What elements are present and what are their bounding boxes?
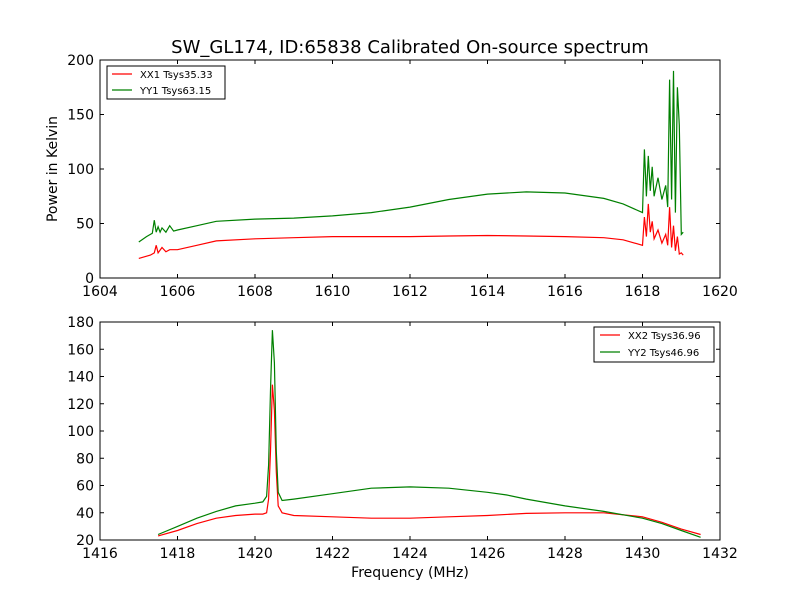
bottom-plot-xlabel: Frequency (MHz): [351, 565, 469, 581]
bottom-plot-series-lines: [157, 330, 701, 538]
bottom-xtick-label: 1416: [82, 546, 118, 562]
top-series-line-1: [138, 70, 684, 243]
bottom-ytick-label: 40: [76, 506, 94, 522]
top-xtick-label: 1616: [547, 284, 583, 300]
top-xtick-label: 1618: [625, 284, 661, 300]
top-plot-legend-box: [106, 65, 226, 100]
top-plot-ticks: 1604 1606 1608 1610 1612 1614 1616 1618 1620 0 50 1…: [67, 53, 738, 300]
top-legend-label-xx1: XX1 Tsys35.33: [140, 70, 213, 81]
bottom-series-line-1: [157, 330, 701, 538]
top-plot: 1604 1606 1608 1610 1612 1614 1616 1618 1620 0 50 1…: [45, 53, 738, 300]
bottom-xtick-label: 1432: [702, 546, 738, 562]
top-ytick-label: 50: [76, 217, 94, 233]
bottom-ytick-label: 180: [67, 315, 94, 331]
bottom-xtick-label: 1422: [315, 546, 351, 562]
bottom-ytick-label: 80: [76, 451, 94, 467]
bottom-plot-legend: XX2 Tsys36.96 YY2 Tsys46.96: [593, 326, 715, 363]
bottom-ytick-label: 120: [67, 397, 94, 413]
bottom-ytick-label: 160: [67, 342, 94, 358]
bottom-legend-label-xx2: XX2 Tsys36.96: [628, 331, 701, 342]
bottom-xtick-label: 1430: [625, 546, 661, 562]
bottom-xtick-label: 1428: [547, 546, 583, 562]
top-legend-label-yy1: YY1 Tsys63.15: [139, 86, 211, 97]
bottom-xtick-label: 1424: [392, 546, 428, 562]
bottom-legend-label-yy2: YY2 Tsys46.96: [627, 348, 699, 359]
top-ytick-label: 150: [67, 108, 94, 124]
top-plot-series-lines: [138, 70, 684, 259]
top-xtick-label: 1604: [82, 284, 118, 300]
bottom-ytick-label: 140: [67, 370, 94, 386]
top-xtick-label: 1614: [470, 284, 506, 300]
bottom-ytick-label: 100: [67, 424, 94, 440]
top-ytick-label: 100: [67, 162, 94, 178]
top-plot-ylabel: Power in Kelvin: [45, 116, 61, 222]
bottom-plot: 1416 1418 1420 1422 1424 1426 1428 1430 1432 20 40…: [67, 315, 738, 581]
top-xtick-label: 1608: [237, 284, 273, 300]
top-xtick-label: 1606: [160, 284, 196, 300]
bottom-xtick-label: 1420: [237, 546, 273, 562]
top-ytick-label: 0: [85, 271, 94, 287]
top-series-line-0: [138, 203, 684, 259]
bottom-plot-ticks: 1416 1418 1420 1422 1424 1426 1428 1430 1432 20 40…: [67, 315, 738, 562]
top-ytick-label: 200: [67, 53, 94, 69]
bottom-xtick-label: 1418: [160, 546, 196, 562]
top-plot-legend: XX1 Tsys35.33 YY1 Tsys63.15: [106, 65, 226, 100]
bottom-series-line-0: [157, 384, 701, 537]
top-xtick-label: 1612: [392, 284, 428, 300]
chart-title: SW_GL174, ID:65838 Calibrated On-source …: [171, 37, 649, 58]
bottom-plot-legend-box: [593, 326, 715, 363]
bottom-xtick-label: 1426: [470, 546, 506, 562]
top-xtick-label: 1610: [315, 284, 351, 300]
top-xtick-label: 1620: [702, 284, 738, 300]
bottom-ytick-label: 20: [76, 533, 94, 549]
bottom-ytick-label: 60: [76, 479, 94, 495]
